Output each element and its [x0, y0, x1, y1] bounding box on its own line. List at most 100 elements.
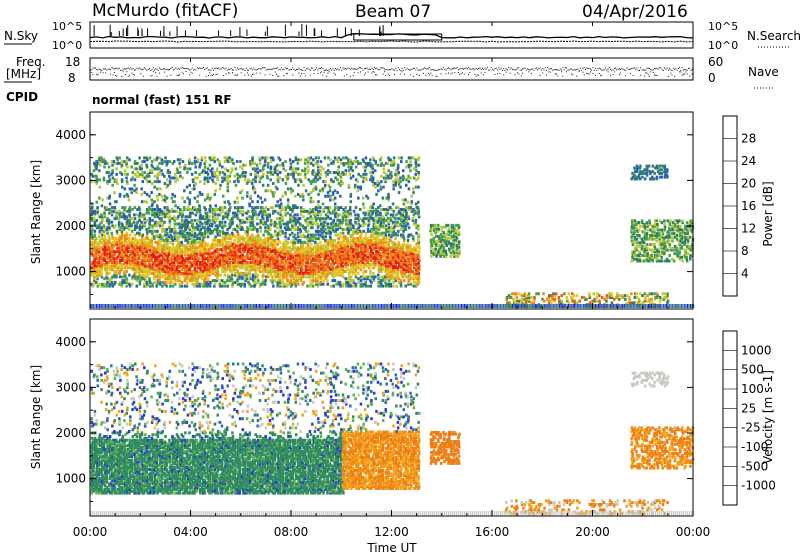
power-cell — [284, 208, 287, 211]
power-cell — [123, 240, 127, 244]
power-cell — [186, 282, 189, 286]
power-cell — [289, 266, 292, 270]
freq-point — [92, 67, 94, 69]
power-cell — [151, 268, 155, 272]
freq-point — [515, 68, 517, 70]
freq-point — [144, 67, 145, 69]
power-cell — [394, 275, 397, 279]
power-cell — [246, 255, 249, 259]
power-cell — [151, 255, 155, 259]
freq-point — [652, 69, 654, 71]
power-cell — [123, 249, 126, 253]
power-cell — [136, 260, 139, 264]
power-cell — [414, 218, 418, 222]
power-cell — [221, 259, 224, 262]
nave-point — [229, 72, 231, 74]
power-cell — [236, 270, 240, 273]
power-cell — [186, 222, 189, 226]
power-cell — [211, 257, 214, 261]
power-cell — [411, 235, 415, 239]
power-cell — [195, 270, 199, 273]
power-cell — [407, 235, 410, 239]
power-cell — [208, 248, 211, 252]
power-cell — [382, 255, 385, 259]
power-cell — [317, 270, 320, 273]
freq-point — [265, 69, 267, 71]
freq-point — [484, 67, 486, 69]
power-cell — [352, 280, 356, 284]
power-cell — [337, 260, 340, 264]
power-cell — [176, 270, 179, 273]
power-cell — [111, 224, 114, 228]
power-cell — [381, 224, 384, 228]
power-cell — [254, 275, 257, 279]
power-cell — [255, 257, 259, 261]
power-cell — [377, 233, 381, 237]
power-cell — [319, 259, 322, 262]
power-cell — [213, 253, 216, 257]
power-cell — [208, 251, 211, 255]
power-cell — [387, 248, 390, 252]
freq-point — [371, 67, 373, 69]
power-cell — [240, 282, 244, 286]
power-cell — [173, 226, 176, 230]
power-cell — [167, 211, 171, 215]
power-cell — [164, 213, 167, 217]
power-cell — [131, 268, 134, 272]
freq-point — [363, 67, 365, 69]
power-cell — [136, 266, 139, 270]
power-cell — [208, 222, 212, 226]
power-cell — [324, 206, 327, 210]
power-cell — [294, 220, 298, 224]
power-cell — [317, 264, 320, 268]
power-cell — [307, 248, 310, 252]
power-cell — [168, 180, 172, 184]
nave-point — [177, 75, 179, 77]
power-cell — [131, 259, 135, 262]
power-cell — [276, 204, 280, 208]
power-cell — [418, 280, 421, 284]
power-cell — [176, 242, 180, 246]
power-cell — [389, 275, 392, 279]
power-cell — [228, 251, 232, 255]
power-cell — [281, 259, 284, 262]
power-cell — [204, 208, 207, 211]
power-cell — [239, 211, 242, 215]
power-cell — [160, 259, 164, 262]
power-cell — [216, 262, 220, 266]
power-cell — [120, 180, 124, 184]
power-cell — [135, 187, 138, 191]
power-cell — [316, 279, 319, 283]
power-cell — [254, 262, 257, 266]
power-cell — [364, 231, 368, 235]
power-cell — [218, 220, 222, 224]
power-cell — [317, 237, 320, 241]
power-cell — [309, 282, 313, 286]
freq-point — [98, 68, 100, 70]
power-cell — [286, 220, 289, 224]
power-cell — [271, 279, 275, 283]
power-cell — [163, 282, 167, 286]
freq-point — [558, 69, 560, 71]
freq-point — [322, 68, 324, 69]
power-cell — [208, 273, 211, 277]
power-cell — [166, 171, 170, 174]
power-cell — [397, 229, 400, 233]
power-cell — [384, 248, 388, 252]
power-cell — [389, 268, 392, 272]
power-cell — [221, 257, 225, 261]
power-cell — [359, 235, 362, 239]
power-cell — [269, 266, 272, 270]
power-cell — [184, 228, 187, 231]
freq-point — [676, 69, 678, 71]
power-cell — [302, 235, 305, 239]
power-cell — [242, 249, 245, 253]
power-cell — [278, 253, 281, 257]
power-cell — [118, 213, 121, 217]
power-cell — [370, 204, 373, 208]
power-cell — [334, 260, 337, 264]
power-cell — [289, 213, 292, 217]
power-cell — [396, 268, 400, 272]
power-cell — [359, 257, 363, 261]
